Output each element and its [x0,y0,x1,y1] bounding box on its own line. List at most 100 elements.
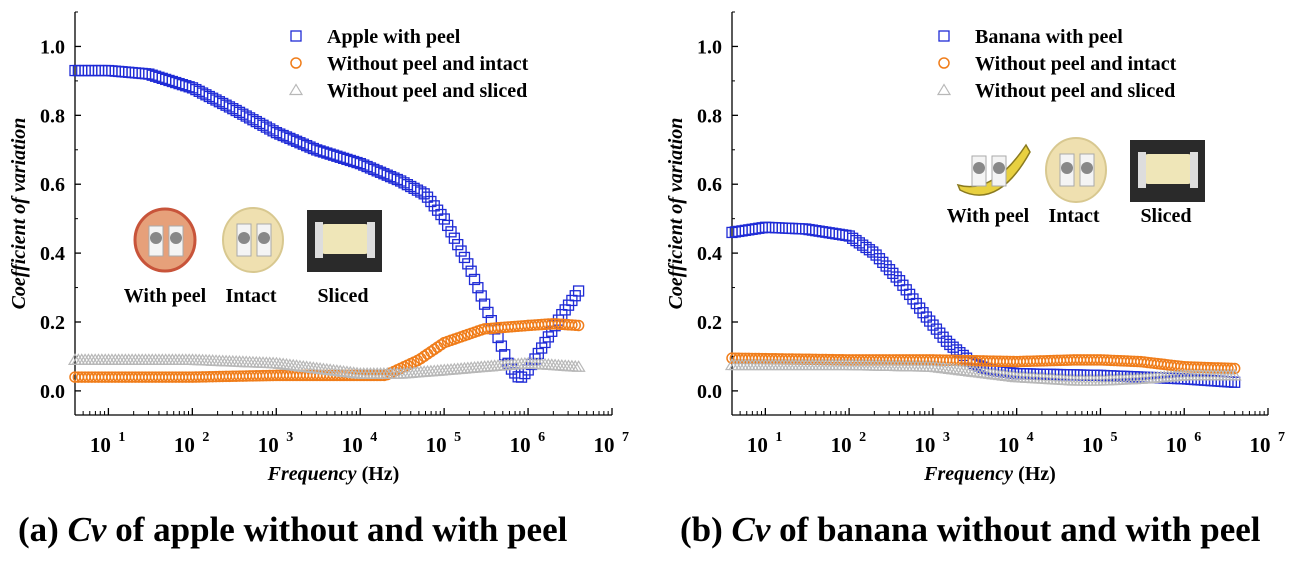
data-point [455,245,467,257]
data-point [431,204,444,216]
data-point [1222,376,1234,388]
caption-a: (a) Cv of apple without and with peel [18,510,568,549]
data-point [472,282,484,294]
legend-marker [288,83,304,96]
x-tick-exponent: 7 [622,430,629,445]
data-point [786,222,798,235]
data-point [796,223,809,235]
data-point [1205,375,1217,387]
x-tick-label: 10 [1082,433,1103,457]
data-point [569,319,581,331]
x-axis-label: Frequency (Hz) [267,463,400,485]
data-point [136,67,148,80]
data-point [438,213,450,225]
x-tick-label: 10 [914,433,935,457]
data-point [763,221,775,234]
data-point [783,222,795,234]
data-point [133,67,145,79]
legend-label: Without peel and sliced [975,80,1175,102]
data-point [102,64,115,77]
intact-photo [1045,137,1107,203]
legend-marker [938,30,950,42]
inset-label: With peel [947,205,1030,227]
data-point [1229,376,1241,388]
y-tick-label: 0.2 [697,312,722,334]
x-tick-exponent: 3 [943,430,950,445]
electrode [258,232,270,244]
legend-marker [290,30,302,42]
electrode [150,232,162,244]
sliced-sample [321,224,369,254]
data-point [106,65,118,77]
electrode [1081,162,1093,174]
y-tick-label: 0.0 [697,381,722,403]
x-tick-exponent: 4 [1027,430,1034,445]
legend-label: Apple with peel [327,26,461,48]
electrode [170,232,182,244]
data-point [421,191,434,203]
clip [1138,152,1146,188]
data-point [867,246,879,258]
legend-marker [936,83,952,96]
x-tick-exponent: 4 [370,430,377,445]
data-point [99,64,111,77]
x-tick-exponent: 2 [859,430,866,445]
data-point [458,251,471,264]
data-point [877,256,889,269]
y-tick-label: 0.0 [40,381,65,403]
data-point [776,222,788,234]
data-point [92,64,105,77]
chart-panel-b: 0.0 0.2 0.4 0.6 0.8 1.0 10 1 10 2 10 3 10 4 10 5 10 6 10 7 F… [665,11,1285,485]
electrode [973,162,985,174]
data-point [1228,362,1241,375]
data-point [475,290,487,302]
series-square [69,64,585,383]
data-point [468,273,481,286]
data-point [462,258,474,270]
electrode [993,162,1005,174]
clip [367,222,375,258]
x-tick-label: 10 [174,433,195,457]
data-point [887,267,899,279]
data-point [442,219,454,232]
legend-label: Without peel and sliced [327,80,527,102]
y-tick-label: 1.0 [697,36,722,58]
data-point [418,188,430,200]
data-point [126,66,138,79]
data-point [572,319,585,332]
data-point [566,319,578,331]
caption-b: (b) Cv of banana without and with peel [680,510,1261,549]
y-tick-label: 0.8 [697,105,722,127]
data-point [890,271,902,283]
y-tick-label: 0.4 [40,243,65,265]
legend-label: Without peel and intact [327,53,529,75]
clip [315,222,323,258]
data-point [773,222,785,234]
y-tick-label: 0.6 [40,174,65,196]
data-point [411,184,424,196]
data-point [448,232,461,244]
data-point [129,67,142,79]
chart-panel-a: 0.0 0.2 0.4 0.6 0.8 1.0 10 1 10 2 10 3 10 4 10 5 10 6 10 7 F… [8,11,629,485]
data-point [123,66,135,78]
data-point [515,371,528,383]
data-point [1218,375,1231,388]
data-point [1227,368,1242,381]
x-tick-label: 10 [258,433,279,457]
data-point [927,319,939,331]
data-point [76,64,88,77]
data-point [917,307,929,319]
legend-marker [290,57,302,69]
apple-photo [133,207,197,273]
data-point [934,327,946,339]
data-point [873,253,886,265]
y-axis-label: Coefficient of variation [8,118,30,310]
inset-photos: With peel Intact Sliced [124,207,382,307]
inset-label: Intact [1048,205,1099,227]
data-point [1225,362,1238,375]
data-point [116,66,128,78]
data-point [937,331,949,343]
y-tick-label: 0.6 [697,174,722,196]
data-point [79,64,91,77]
